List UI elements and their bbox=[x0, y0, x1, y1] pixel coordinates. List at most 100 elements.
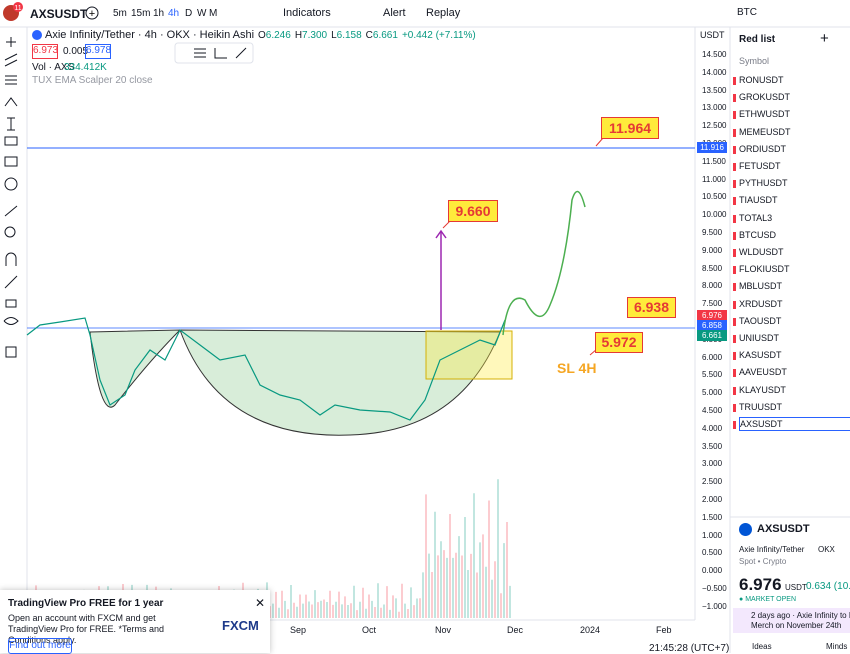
currency[interactable]: USDT bbox=[700, 30, 725, 40]
ohlc-key: C bbox=[365, 30, 373, 41]
cup-left bbox=[89, 329, 182, 408]
alert[interactable]: Alert bbox=[383, 7, 406, 19]
price-label: 2.500 bbox=[702, 477, 723, 487]
price-label: 1.500 bbox=[702, 512, 723, 522]
replay[interactable]: Replay bbox=[426, 7, 461, 19]
ohlc-value: 6.661 bbox=[372, 30, 398, 41]
interval[interactable]: D bbox=[185, 8, 193, 19]
projection bbox=[502, 190, 586, 336]
flag bbox=[733, 352, 736, 361]
watchlist-item[interactable]: XRDUSDT bbox=[739, 298, 783, 309]
interval[interactable]: 5m bbox=[113, 8, 127, 19]
time-label: Oct bbox=[362, 625, 377, 635]
flag bbox=[733, 300, 736, 309]
watchlist-item[interactable]: BTCUSD bbox=[739, 229, 777, 240]
watchlist-item[interactable]: WLDUSDT bbox=[739, 247, 784, 257]
indicators[interactable]: Indicators bbox=[283, 7, 331, 19]
watchlist-item[interactable]: MEMEUSDT bbox=[739, 126, 791, 137]
flag bbox=[733, 369, 736, 378]
annotation[interactable]: 9.660 bbox=[448, 200, 498, 222]
watchlist-item[interactable]: RONUSDT bbox=[739, 75, 784, 85]
compare[interactable]: BTC bbox=[737, 7, 757, 18]
annotation[interactable]: 5.972 bbox=[595, 332, 643, 353]
tab[interactable]: Ideas bbox=[752, 642, 772, 651]
price-label: 13.000 bbox=[702, 103, 727, 113]
news[interactable]: 2 days ago · Axie Infinity to Rel Merch … bbox=[733, 608, 850, 633]
price-label: 5.000 bbox=[702, 388, 723, 398]
price-label: 4.500 bbox=[702, 406, 723, 415]
price-label: 14.000 bbox=[702, 67, 727, 77]
add-symbol[interactable] bbox=[85, 6, 99, 20]
flag bbox=[733, 111, 736, 120]
watchlist-item[interactable]: GROKUSDT bbox=[739, 92, 791, 103]
watchlist-item[interactable]: TAOUSDT bbox=[739, 315, 782, 326]
ohlc: O6.246 H7.300 L6.158 C6.661 +0.442 (+7.11%) bbox=[258, 30, 476, 41]
interval[interactable]: M bbox=[209, 8, 218, 19]
flag bbox=[733, 180, 736, 189]
interval[interactable]: 15m bbox=[131, 8, 151, 19]
close[interactable]: ✕ bbox=[255, 596, 266, 610]
watchlist-item[interactable]: AXSUSDT bbox=[739, 417, 850, 431]
clock: 21:45:28 (UTC+7) bbox=[649, 643, 730, 654]
interval[interactable]: 1h bbox=[153, 8, 165, 19]
tool-icons[interactable] bbox=[3, 37, 19, 358]
watchlist-item[interactable]: TOTAL3 bbox=[739, 212, 773, 223]
watchlist-item[interactable]: ETHWUSDT bbox=[739, 109, 790, 120]
price-badge: 6.858 bbox=[697, 320, 727, 331]
tab[interactable]: Minds bbox=[826, 642, 848, 651]
price-label: 10.500 bbox=[702, 192, 727, 202]
volume-value: 334.412K bbox=[64, 62, 107, 73]
watchlist-title[interactable]: Red list bbox=[739, 34, 776, 45]
watchlist-item[interactable]: ORDIUSDT bbox=[739, 143, 786, 154]
legend-title: Axie Infinity/Tether · 4h · OKX · Heikin… bbox=[45, 29, 255, 41]
price-label: 0.500 bbox=[702, 548, 723, 558]
ask[interactable]: 6.978 bbox=[85, 44, 111, 59]
floating-icons[interactable] bbox=[194, 47, 247, 59]
price-label: 11.500 bbox=[702, 156, 726, 166]
price-label: 3.500 bbox=[702, 441, 723, 451]
flag bbox=[733, 403, 736, 412]
ohlc-value: 6.246 bbox=[265, 30, 291, 41]
symbol[interactable]: AXSUSDT bbox=[30, 7, 88, 21]
price-label: 1.000 bbox=[702, 530, 723, 540]
watchlist-item[interactable]: TRUUSDT bbox=[739, 401, 782, 412]
add-icon: + bbox=[89, 8, 95, 20]
price-label: 8.000 bbox=[702, 281, 723, 291]
watchlist-item[interactable]: AAVEUSDT bbox=[739, 367, 787, 378]
add-button[interactable]: + bbox=[820, 30, 829, 47]
ohlc-value: 7.300 bbox=[302, 30, 328, 41]
watchlist-item[interactable]: UNIUSDT bbox=[739, 333, 779, 343]
price-line bbox=[26, 317, 506, 421]
watchlist-item[interactable]: MBLUSDT bbox=[739, 281, 783, 292]
promo-title: TradingView Pro FREE for 1 year bbox=[8, 598, 164, 609]
interval[interactable]: 4h bbox=[168, 8, 180, 19]
details-type: Spot • Crypto bbox=[739, 557, 787, 566]
stop-label[interactable]: SL 4H bbox=[557, 360, 597, 376]
annotation[interactable]: 6.938 bbox=[627, 297, 676, 318]
watchlist-item[interactable]: PYTHUSDT bbox=[739, 178, 788, 189]
price-label: 13.500 bbox=[702, 85, 727, 95]
watchlist-item[interactable]: KLAYUSDT bbox=[739, 384, 786, 395]
promo-logo: FXCM bbox=[222, 618, 259, 633]
price-badge: 6.976 bbox=[697, 310, 727, 321]
promo-body: Open an account with FXCM and get Tradin… bbox=[8, 613, 165, 645]
bid[interactable]: 6.973 bbox=[32, 44, 58, 59]
indicator: TUX EMA Scalper 20 close bbox=[32, 75, 153, 86]
price-label: 5.500 bbox=[702, 370, 723, 380]
flag bbox=[733, 231, 736, 240]
details-change: 0.634 (10.0 bbox=[806, 581, 850, 592]
flag bbox=[733, 77, 736, 85]
promo-button[interactable]: Find out more bbox=[8, 638, 72, 654]
watchlist-item[interactable]: KASUSDT bbox=[739, 350, 782, 361]
watchlist-item[interactable]: FLOKIUSDT bbox=[739, 264, 790, 275]
pointer bbox=[442, 220, 451, 229]
watchlist-item[interactable]: TIAUSDT bbox=[739, 195, 778, 206]
price-label: 7.500 bbox=[702, 299, 723, 309]
coin-logo bbox=[739, 523, 752, 536]
flag bbox=[733, 214, 736, 223]
interval[interactable]: W bbox=[197, 8, 207, 19]
annotation[interactable]: 11.964 bbox=[601, 117, 659, 139]
time-label: Dec bbox=[507, 625, 524, 635]
watchlist-item[interactable]: FETUSDT bbox=[739, 161, 781, 171]
